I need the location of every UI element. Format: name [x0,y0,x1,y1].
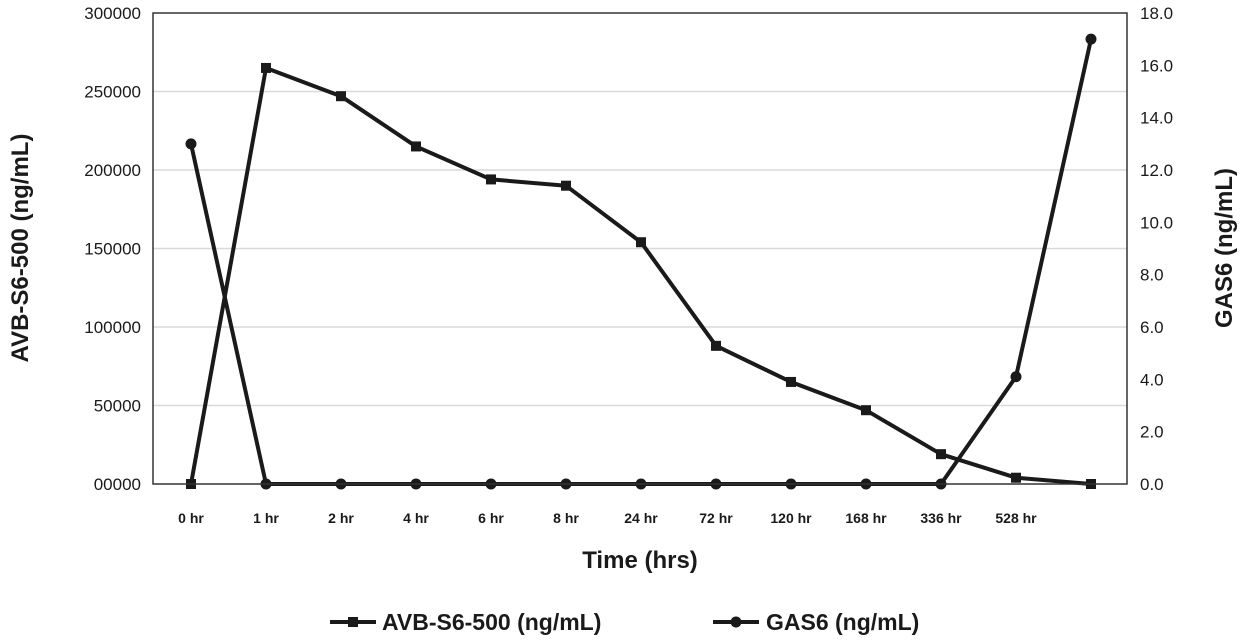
y-tick-label-right: 6.0 [1140,318,1164,337]
data-point-avb-s6-500 [786,376,796,387]
y-tick-label-left: 50000 [94,397,141,416]
data-point-avb-s6-500 [261,62,271,73]
y-tick-label-left: 00000 [94,475,141,494]
x-tick-label: 336 hr [920,510,962,526]
data-point-avb-s6-500 [336,91,346,102]
y-tick-label-right: 18.0 [1140,4,1173,23]
legend-label-gas6: GAS6 (ng/mL) [766,609,919,635]
legend-marker-gas6 [730,616,742,628]
x-axis-title: Time (hrs) [582,547,698,574]
y-tick-label-right: 14.0 [1140,109,1173,128]
series-layer [185,33,1097,490]
x-tick-label: 1 hr [253,510,279,526]
x-tick-label: 72 hr [699,510,733,526]
y-tick-label-right: 0.0 [1140,475,1164,494]
x-tick-label: 120 hr [770,510,812,526]
x-tick-label: 24 hr [624,510,658,526]
x-tick-label: 0 hr [178,510,204,526]
legend-marker-avb-s6-500 [348,617,358,627]
data-point-avb-s6-500 [1011,472,1021,483]
x-tick-label: 528 hr [995,510,1037,526]
y-tick-label-left: 300000 [84,4,141,23]
gridlines [153,90,1127,407]
y-axis-title-right: GAS6 (ng/mL) [1211,168,1238,328]
series-line-avb-s6-500 [189,65,1092,486]
x-tick-label: 2 hr [328,510,354,526]
y-tick-label-left: 200000 [84,161,141,180]
y-tick-label-right: 4.0 [1140,370,1164,389]
data-point-avb-s6-500 [711,340,721,351]
x-tick-label: 168 hr [845,510,887,526]
legend-label-avb-s6-500: AVB-S6-500 (ng/mL) [382,609,601,635]
axes: 00000 50000 100000 150000 200000 250000 300000… [84,4,1173,526]
y-tick-label-right: 12.0 [1140,161,1173,180]
y-tick-label-left: 250000 [84,83,141,102]
data-point-gas6 [1010,371,1022,383]
data-point-avb-s6-500 [636,237,646,248]
x-tick-label: 8 hr [553,510,579,526]
y-tick-label-left: 150000 [84,240,141,259]
y-tick-label-right: 8.0 [1140,266,1164,285]
y-axis-title-left: AVB-S6-500 (ng/mL) [7,134,34,363]
data-point-avb-s6-500 [561,180,571,191]
series-line-gas6 [189,38,1093,486]
x-tick-label: 4 hr [403,510,429,526]
y-tick-label-left: 100000 [84,318,141,337]
data-point-avb-s6-500 [861,405,871,416]
plot-frame [152,12,1128,485]
data-point-avb-s6-500 [411,141,421,152]
y-tick-label-right: 16.0 [1140,56,1173,75]
data-point-avb-s6-500 [486,174,496,185]
data-point-avb-s6-500 [936,449,946,460]
y-tick-label-right: 10.0 [1140,213,1173,232]
y-tick-label-right: 2.0 [1140,423,1164,442]
data-point-gas6 [1085,33,1097,45]
data-point-gas6 [185,138,197,150]
legend: AVB-S6-500 (ng/mL) GAS6 (ng/mL) [330,609,919,635]
x-tick-label: 6 hr [478,510,504,526]
